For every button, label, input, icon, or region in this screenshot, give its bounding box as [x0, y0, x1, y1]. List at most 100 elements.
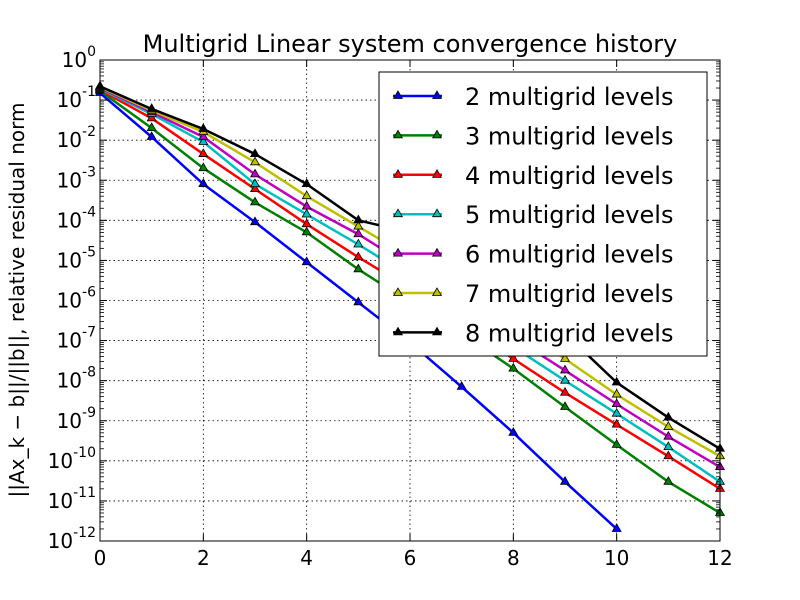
data-point-marker	[249, 156, 261, 166]
data-point-marker	[198, 123, 209, 132]
data-point-marker	[559, 374, 571, 384]
legend-item: 3 multigrid levels	[392, 122, 673, 150]
y-tick-base: 10	[48, 489, 73, 513]
x-tick-label: 4	[300, 546, 313, 570]
data-point-marker	[198, 178, 209, 188]
y-axis-label: ||Ax_k − b||/||b||, relative residual no…	[5, 103, 29, 498]
x-tick-label: 2	[197, 546, 210, 570]
data-point-marker	[301, 200, 312, 210]
legend: 2 multigrid levels 3 multigrid levels 4 mu…	[378, 71, 708, 357]
y-tick-exponent: -2	[82, 124, 96, 140]
y-tick-base: 10	[57, 208, 82, 232]
y-tick-label: -110	[57, 84, 96, 112]
y-tick-base: 10	[57, 88, 82, 112]
data-point-marker	[663, 421, 674, 430]
legend-marker	[392, 247, 404, 257]
legend-marker	[431, 208, 443, 218]
y-tick-label: -510	[57, 244, 96, 272]
legend-marker	[431, 90, 443, 99]
data-point-marker	[611, 407, 622, 417]
y-tick-label: -710	[57, 325, 96, 353]
y-tick-label: -410	[57, 204, 97, 232]
data-point-marker	[611, 523, 622, 532]
x-tick-label: 8	[507, 546, 520, 570]
y-tick-base: 10	[48, 529, 73, 553]
data-point-marker	[249, 148, 261, 157]
legend-marker	[431, 326, 443, 336]
data-point-marker	[353, 214, 364, 224]
y-tick-exponent: 0	[87, 44, 96, 60]
y-tick-label: -610	[57, 285, 97, 313]
legend-marker	[431, 247, 443, 257]
legend-label: 6 multigrid levels	[465, 241, 673, 269]
y-tick-exponent: -1	[82, 84, 96, 100]
data-point-marker	[508, 362, 519, 372]
legend-label: 2 multigrid levels	[465, 83, 673, 111]
data-point-marker	[146, 112, 157, 122]
legend-item: 7 multigrid levels	[392, 280, 673, 308]
legend-label: 5 multigrid levels	[465, 201, 673, 229]
x-tick-label: 12	[707, 546, 732, 570]
legend-marker	[431, 169, 443, 178]
legend-marker	[392, 129, 404, 139]
data-point-marker	[198, 148, 209, 157]
y-tick-label: -910	[57, 405, 96, 433]
data-point-marker	[353, 238, 364, 248]
y-tick-exponent: -12	[73, 525, 96, 541]
y-tick-exponent: -3	[82, 164, 96, 180]
y-tick-exponent: -8	[82, 365, 96, 381]
x-tick-label: 10	[604, 546, 629, 570]
y-tick-base: 10	[57, 329, 82, 353]
data-point-marker	[508, 427, 519, 436]
tick-marks	[99, 59, 721, 542]
legend-marker	[431, 129, 443, 139]
legend-marker	[392, 90, 404, 99]
data-point-marker	[611, 398, 622, 408]
data-point-marker	[663, 430, 674, 440]
y-tick-label: -210	[57, 124, 96, 152]
data-point-marker	[663, 475, 674, 485]
y-tick-base: 10	[62, 48, 87, 72]
y-tick-exponent: -5	[82, 244, 96, 260]
data-point-marker	[611, 376, 622, 386]
y-tick-base: 10	[57, 128, 82, 152]
data-point-marker	[301, 218, 312, 228]
y-tick-exponent: -7	[82, 325, 96, 341]
series-2-levels	[94, 87, 622, 532]
y-tick-label: 010	[62, 44, 96, 72]
data-point-marker	[301, 190, 312, 200]
data-point-marker	[508, 353, 519, 362]
legend-item: 4 multigrid levels	[392, 162, 673, 190]
data-point-marker	[301, 178, 312, 188]
x-tick-label: 0	[94, 546, 107, 570]
data-point-marker	[146, 131, 157, 140]
x-tick-labels: 0 2 4 6 8 10 12	[94, 546, 733, 570]
chart-title: Multigrid Linear system convergence hist…	[143, 30, 678, 58]
y-tick-exponent: -10	[73, 445, 96, 461]
data-point-marker	[353, 228, 364, 238]
y-tick-label: -810	[57, 365, 96, 393]
y-tick-base: 10	[57, 369, 82, 393]
x-tick-label: 6	[404, 546, 417, 570]
legend-marker	[392, 208, 404, 218]
data-point-marker	[146, 122, 157, 132]
data-point-marker	[198, 162, 209, 172]
y-tick-exponent: -11	[73, 485, 96, 501]
legend-item: 2 multigrid levels	[392, 83, 673, 111]
y-tick-label: -310	[57, 164, 96, 192]
legend-marker	[392, 169, 404, 178]
y-tick-base: 10	[57, 289, 82, 313]
y-tick-base: 10	[57, 248, 82, 272]
data-point-marker	[146, 103, 157, 112]
data-point-marker	[249, 183, 261, 193]
y-tick-exponent: -6	[82, 285, 96, 301]
data-point-marker	[663, 411, 674, 421]
data-point-marker	[456, 381, 467, 390]
data-point-marker	[559, 401, 571, 410]
data-point-marker	[249, 178, 261, 188]
y-tick-base: 10	[57, 168, 82, 192]
data-point-marker	[249, 168, 261, 178]
